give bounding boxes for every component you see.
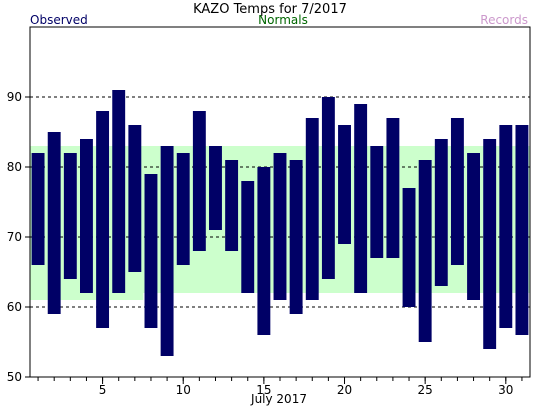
observed-bar-day-31 <box>515 125 529 335</box>
observed-bar-day-3 <box>63 153 77 279</box>
observed-bar-day-25 <box>418 160 432 342</box>
observed-bar-day-28 <box>467 153 480 300</box>
y-tick-label-90: 90 <box>7 90 22 104</box>
observed-bar-day-30 <box>499 125 513 328</box>
chart-title: KAZO Temps for 7/2017 <box>193 2 347 17</box>
observed-bar-day-5 <box>96 111 110 328</box>
observed-bar-day-1 <box>31 153 45 265</box>
observed-bar-day-15 <box>257 167 271 335</box>
y-tick-label-50: 50 <box>7 370 22 384</box>
observed-bar-day-8 <box>144 174 158 328</box>
observed-bar-day-18 <box>305 118 319 300</box>
observed-bar-day-17 <box>289 160 303 314</box>
x-tick-label-5: 5 <box>99 383 107 397</box>
observed-bar-day-7 <box>128 125 142 272</box>
observed-bar-day-26 <box>434 139 448 286</box>
observed-bar-day-16 <box>273 153 287 300</box>
x-tick-label-25: 25 <box>418 383 433 397</box>
observed-bar-day-24 <box>402 188 416 307</box>
observed-bar-day-9 <box>160 146 174 356</box>
observed-bar-day-11 <box>192 111 206 251</box>
x-tick-label-30: 30 <box>498 383 513 397</box>
observed-bar-day-22 <box>370 146 384 258</box>
observed-bar-day-12 <box>209 146 222 230</box>
legend-observed: Observed <box>30 13 88 27</box>
x-axis-label: July 2017 <box>250 392 307 406</box>
y-tick-label-70: 70 <box>7 230 22 244</box>
x-tick-label-10: 10 <box>176 383 191 397</box>
observed-bar-day-2 <box>47 132 61 314</box>
observed-bar-day-19 <box>321 97 335 279</box>
observed-bar-day-29 <box>483 139 497 349</box>
x-tick-label-15: 15 <box>256 383 271 397</box>
observed-bar-day-10 <box>176 153 190 265</box>
observed-bar-day-6 <box>112 90 126 293</box>
observed-bar-day-14 <box>241 181 255 293</box>
observed-bar-day-27 <box>450 118 464 265</box>
y-tick-label-60: 60 <box>7 300 22 314</box>
observed-bar-day-13 <box>225 160 239 251</box>
y-tick-label-80: 80 <box>7 160 22 174</box>
observed-bar-day-20 <box>338 125 351 244</box>
legend-normals: Normals <box>258 13 308 27</box>
x-tick-label-20: 20 <box>337 383 352 397</box>
observed-bar-day-21 <box>354 104 368 293</box>
observed-bar-day-23 <box>386 118 400 258</box>
observed-bar-day-4 <box>80 139 93 293</box>
legend-records: Records <box>480 13 528 27</box>
plot-area: 50 60 70 80 90 5 10 15 20 25 30 <box>7 26 531 397</box>
